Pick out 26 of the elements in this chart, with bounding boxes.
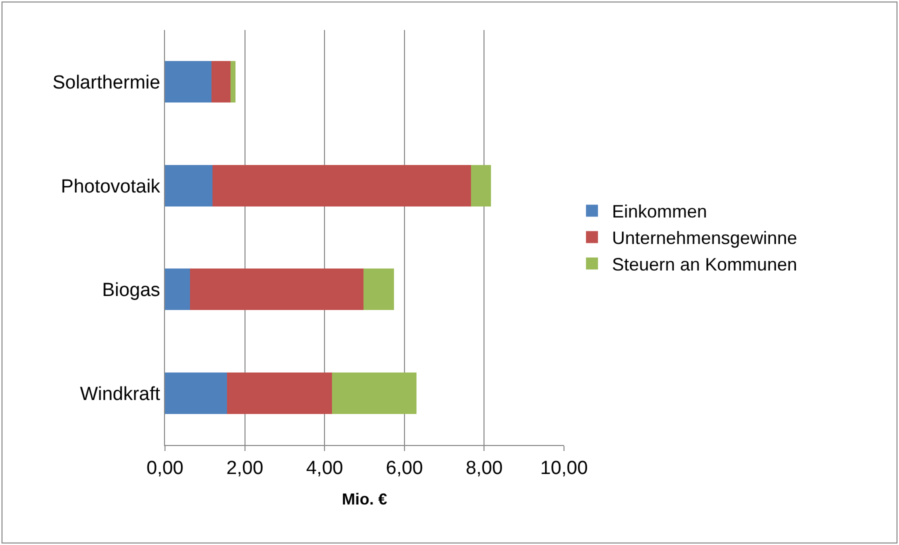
legend-label: Einkommen (612, 202, 708, 222)
bar (212, 164, 472, 206)
x-tick-label: 4,00 (306, 458, 344, 479)
bar (211, 61, 230, 103)
legend-label: Unternehmensgewinne (612, 228, 798, 248)
x-tick-label: 10,00 (540, 458, 588, 479)
legend-label: Steuern an Kommunen (612, 254, 798, 275)
y-tick-label: Biogas (102, 280, 160, 302)
bar (230, 61, 236, 103)
x-axis-title: Mio. € (342, 492, 388, 508)
x-tick-label: 0,00 (146, 458, 184, 479)
x-tick-label: 6,00 (386, 458, 423, 479)
y-tick-label: Photovotaik (60, 176, 161, 198)
bar (190, 268, 364, 310)
bar (332, 372, 416, 414)
x-tick-label: 2,00 (226, 458, 264, 479)
bar (227, 372, 332, 414)
bar (165, 61, 212, 103)
bar (165, 268, 190, 310)
bar (363, 268, 394, 310)
x-tick-label: 8,00 (466, 458, 503, 479)
bar (165, 164, 212, 206)
bar (471, 164, 491, 206)
y-tick-label: Windkraft (80, 384, 161, 405)
bar (165, 372, 228, 414)
y-tick-label: Solarthermie (52, 72, 160, 94)
